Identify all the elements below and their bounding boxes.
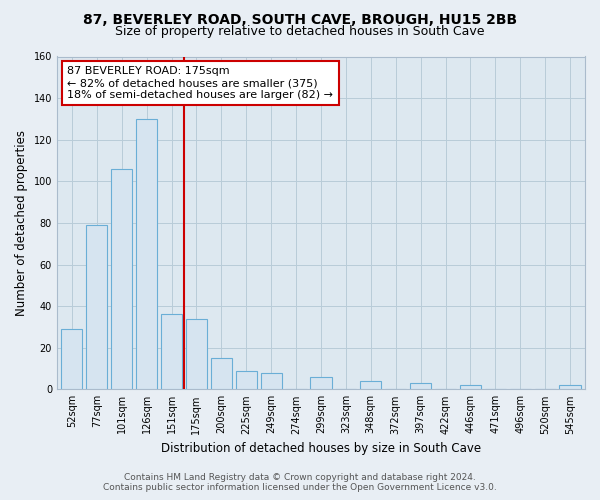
Bar	[310, 377, 332, 390]
Bar	[559, 385, 581, 390]
Bar	[186, 318, 207, 390]
Bar	[161, 314, 182, 390]
Bar	[460, 385, 481, 390]
Bar	[61, 329, 82, 390]
Text: 87, BEVERLEY ROAD, SOUTH CAVE, BROUGH, HU15 2BB: 87, BEVERLEY ROAD, SOUTH CAVE, BROUGH, H…	[83, 12, 517, 26]
Text: 87 BEVERLEY ROAD: 175sqm
← 82% of detached houses are smaller (375)
18% of semi-: 87 BEVERLEY ROAD: 175sqm ← 82% of detach…	[67, 66, 334, 100]
Bar	[410, 383, 431, 390]
Bar	[260, 372, 282, 390]
X-axis label: Distribution of detached houses by size in South Cave: Distribution of detached houses by size …	[161, 442, 481, 455]
Text: Size of property relative to detached houses in South Cave: Size of property relative to detached ho…	[115, 25, 485, 38]
Bar	[111, 169, 132, 390]
Bar	[236, 370, 257, 390]
Bar	[86, 225, 107, 390]
Bar	[211, 358, 232, 390]
Bar	[360, 381, 382, 390]
Text: Contains HM Land Registry data © Crown copyright and database right 2024.
Contai: Contains HM Land Registry data © Crown c…	[103, 473, 497, 492]
Y-axis label: Number of detached properties: Number of detached properties	[15, 130, 28, 316]
Bar	[136, 119, 157, 390]
